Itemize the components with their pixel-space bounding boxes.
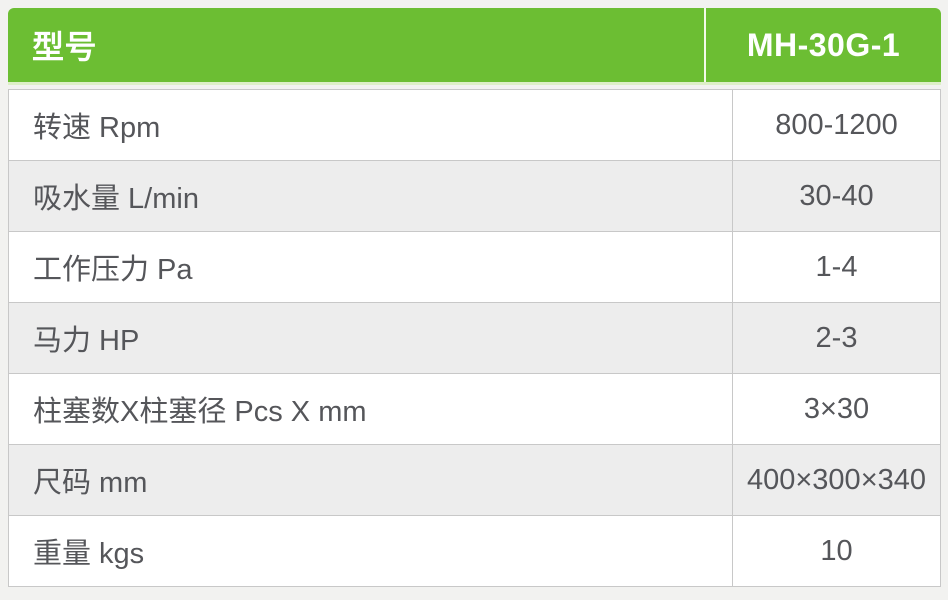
table-row: 工作压力 Pa 1-4 <box>8 231 941 303</box>
spec-label-pressure: 工作压力 Pa <box>8 231 733 303</box>
spec-table: 型号 MH-30G-1 转速 Rpm 800-1200 吸水量 L/min 30… <box>8 8 941 587</box>
spec-value-size: 400×300×340 <box>732 444 941 516</box>
spec-value-flow: 30-40 <box>732 160 941 232</box>
spec-label-weight: 重量 kgs <box>8 515 733 587</box>
spec-value-weight: 10 <box>732 515 941 587</box>
spec-value-pressure: 1-4 <box>732 231 941 303</box>
table-row: 吸水量 L/min 30-40 <box>8 160 941 232</box>
spec-label-flow: 吸水量 L/min <box>8 160 733 232</box>
table-row: 尺码 mm 400×300×340 <box>8 444 941 516</box>
table-row: 转速 Rpm 800-1200 <box>8 89 941 161</box>
table-row: 重量 kgs 10 <box>8 515 941 587</box>
spec-value-horsepower: 2-3 <box>732 302 941 374</box>
spec-value-plunger: 3×30 <box>732 373 941 445</box>
spec-table-body: 转速 Rpm 800-1200 吸水量 L/min 30-40 工作压力 Pa … <box>8 89 941 587</box>
spec-label-horsepower: 马力 HP <box>8 302 733 374</box>
spec-label-size: 尺码 mm <box>8 444 733 516</box>
spec-value-rpm: 800-1200 <box>732 89 941 161</box>
header-param-label: 型号 <box>8 8 706 82</box>
spec-label-plunger: 柱塞数X柱塞径 Pcs X mm <box>8 373 733 445</box>
spec-label-rpm: 转速 Rpm <box>8 89 733 161</box>
header-model-value: MH-30G-1 <box>746 26 901 63</box>
table-row: 柱塞数X柱塞径 Pcs X mm 3×30 <box>8 373 941 445</box>
table-row: 马力 HP 2-3 <box>8 302 941 374</box>
spec-table-header-row: 型号 MH-30G-1 <box>8 8 941 85</box>
